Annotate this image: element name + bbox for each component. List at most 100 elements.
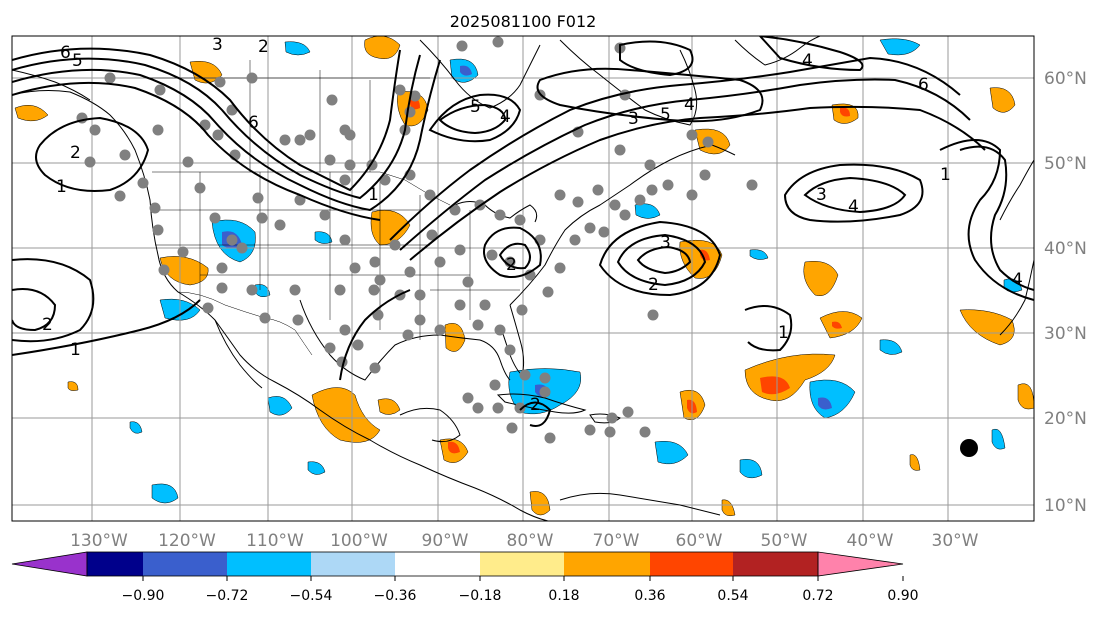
positive-anomaly-patch <box>14 104 49 122</box>
station-dot <box>294 134 306 146</box>
station-dot <box>372 309 384 321</box>
contour-label: 5 <box>470 97 481 117</box>
contour-line <box>483 226 542 278</box>
contour-line <box>536 67 764 123</box>
longitude-label: 70°W <box>593 531 640 551</box>
station-dot <box>462 392 474 404</box>
station-dot <box>182 156 194 168</box>
contour-label: 2 <box>42 315 53 335</box>
longitude-label: 50°W <box>761 531 808 551</box>
longitude-label: 80°W <box>507 531 554 551</box>
latitude-labels: 60°N 50°N 40°N 30°N 20°N 10°N <box>1044 69 1087 516</box>
station-dot <box>554 262 566 274</box>
contour-label: 2 <box>648 275 659 295</box>
station-dot <box>402 329 414 341</box>
station-dot <box>89 124 101 136</box>
station-dot <box>394 84 406 96</box>
negative-anomaly-patch <box>991 428 1006 450</box>
contour-label: 1 <box>778 323 789 343</box>
latitude-label: 60°N <box>1044 69 1087 89</box>
negative-anomaly-patch <box>739 459 763 479</box>
colorbar-tick-label: 0.72 <box>802 588 833 604</box>
contour-line <box>636 245 692 275</box>
contour-line <box>399 78 971 251</box>
negative-anomaly-patch <box>314 231 333 244</box>
negative-anomaly-patch <box>151 483 179 504</box>
station-dot <box>554 189 566 201</box>
station-dot <box>492 36 504 48</box>
contour-line <box>959 145 1034 291</box>
contour-line <box>428 93 522 143</box>
contour-label: 3 <box>816 185 827 205</box>
contour-line <box>783 163 924 223</box>
station-dot <box>246 284 258 296</box>
station-dot <box>584 222 596 234</box>
contour-line <box>12 59 441 212</box>
contour-line <box>12 288 57 332</box>
contour-line <box>35 116 150 192</box>
strong-positive-anomaly-patch <box>760 376 790 395</box>
station-dot <box>746 179 758 191</box>
contour-label: 4 <box>1012 270 1023 290</box>
contour-label: 4 <box>802 51 813 71</box>
map-frame <box>11 35 1035 522</box>
station-dot <box>389 239 401 251</box>
positive-anomaly-patch <box>959 309 1015 346</box>
contour-label: 6 <box>918 75 929 95</box>
latitude-label: 40°N <box>1044 239 1087 259</box>
contour-line <box>519 401 552 427</box>
colorbar-outline <box>86 551 819 577</box>
station-dot <box>702 136 714 148</box>
longitude-label: 120°W <box>158 531 216 551</box>
station-dot <box>292 314 304 326</box>
station-dot <box>426 229 438 241</box>
colorbar-segment <box>311 552 395 576</box>
positive-anomaly-patch <box>377 398 401 415</box>
station-dot <box>542 286 554 298</box>
station-dot <box>324 154 336 166</box>
alaska-coast <box>12 69 91 101</box>
station-dot <box>494 209 506 221</box>
station-dot <box>454 244 466 256</box>
negative-anomaly-patch <box>284 41 311 56</box>
station-dot <box>199 119 211 131</box>
station-dot <box>84 156 96 168</box>
station-dot <box>492 402 504 414</box>
gulf-coast <box>299 299 511 381</box>
negative-anomaly-patch <box>307 461 326 475</box>
contour-line <box>12 299 201 356</box>
colorbar-segment <box>87 552 143 576</box>
station-dot <box>177 246 189 258</box>
station-dot <box>279 134 291 146</box>
negative-anomaly-patch <box>879 38 921 56</box>
contour-line <box>598 220 722 297</box>
longitude-label: 40°W <box>847 531 894 551</box>
strong-positive-anomaly-patch <box>448 441 460 454</box>
station-dot <box>634 194 646 206</box>
contour-line <box>758 36 864 72</box>
station-dot <box>349 262 361 274</box>
south-america-coast <box>559 492 721 516</box>
contour-line <box>498 242 531 270</box>
station-dot <box>152 224 164 236</box>
station-dot <box>424 189 436 201</box>
latitude-label: 10°N <box>1044 496 1087 516</box>
station-dot <box>409 90 421 102</box>
longitude-label: 90°W <box>422 531 469 551</box>
station-dot <box>569 234 581 246</box>
colorbar-segment <box>480 552 564 576</box>
contour-line <box>12 81 381 221</box>
station-dot <box>369 362 381 374</box>
contour-label: 2 <box>506 255 517 275</box>
negative-anomaly-patch <box>809 379 856 419</box>
station-dot <box>216 262 228 274</box>
station-dot <box>606 412 618 424</box>
station-dot <box>486 249 498 261</box>
station-dot <box>154 84 166 96</box>
station-dot <box>259 312 271 324</box>
station-dot <box>662 179 674 191</box>
latitude-label: 30°N <box>1044 324 1087 344</box>
contour-label: 6 <box>60 43 71 63</box>
station-dot <box>256 212 268 224</box>
